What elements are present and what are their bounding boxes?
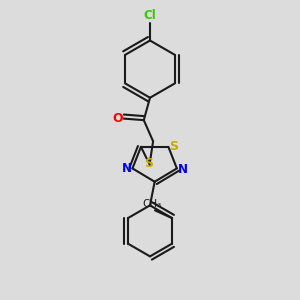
Text: S: S (169, 140, 178, 153)
Text: S: S (145, 158, 154, 170)
Text: Cl: Cl (144, 9, 156, 22)
Text: N: N (178, 163, 188, 176)
Text: CH₃: CH₃ (142, 200, 161, 209)
Text: N: N (122, 162, 132, 175)
Text: O: O (112, 112, 123, 125)
